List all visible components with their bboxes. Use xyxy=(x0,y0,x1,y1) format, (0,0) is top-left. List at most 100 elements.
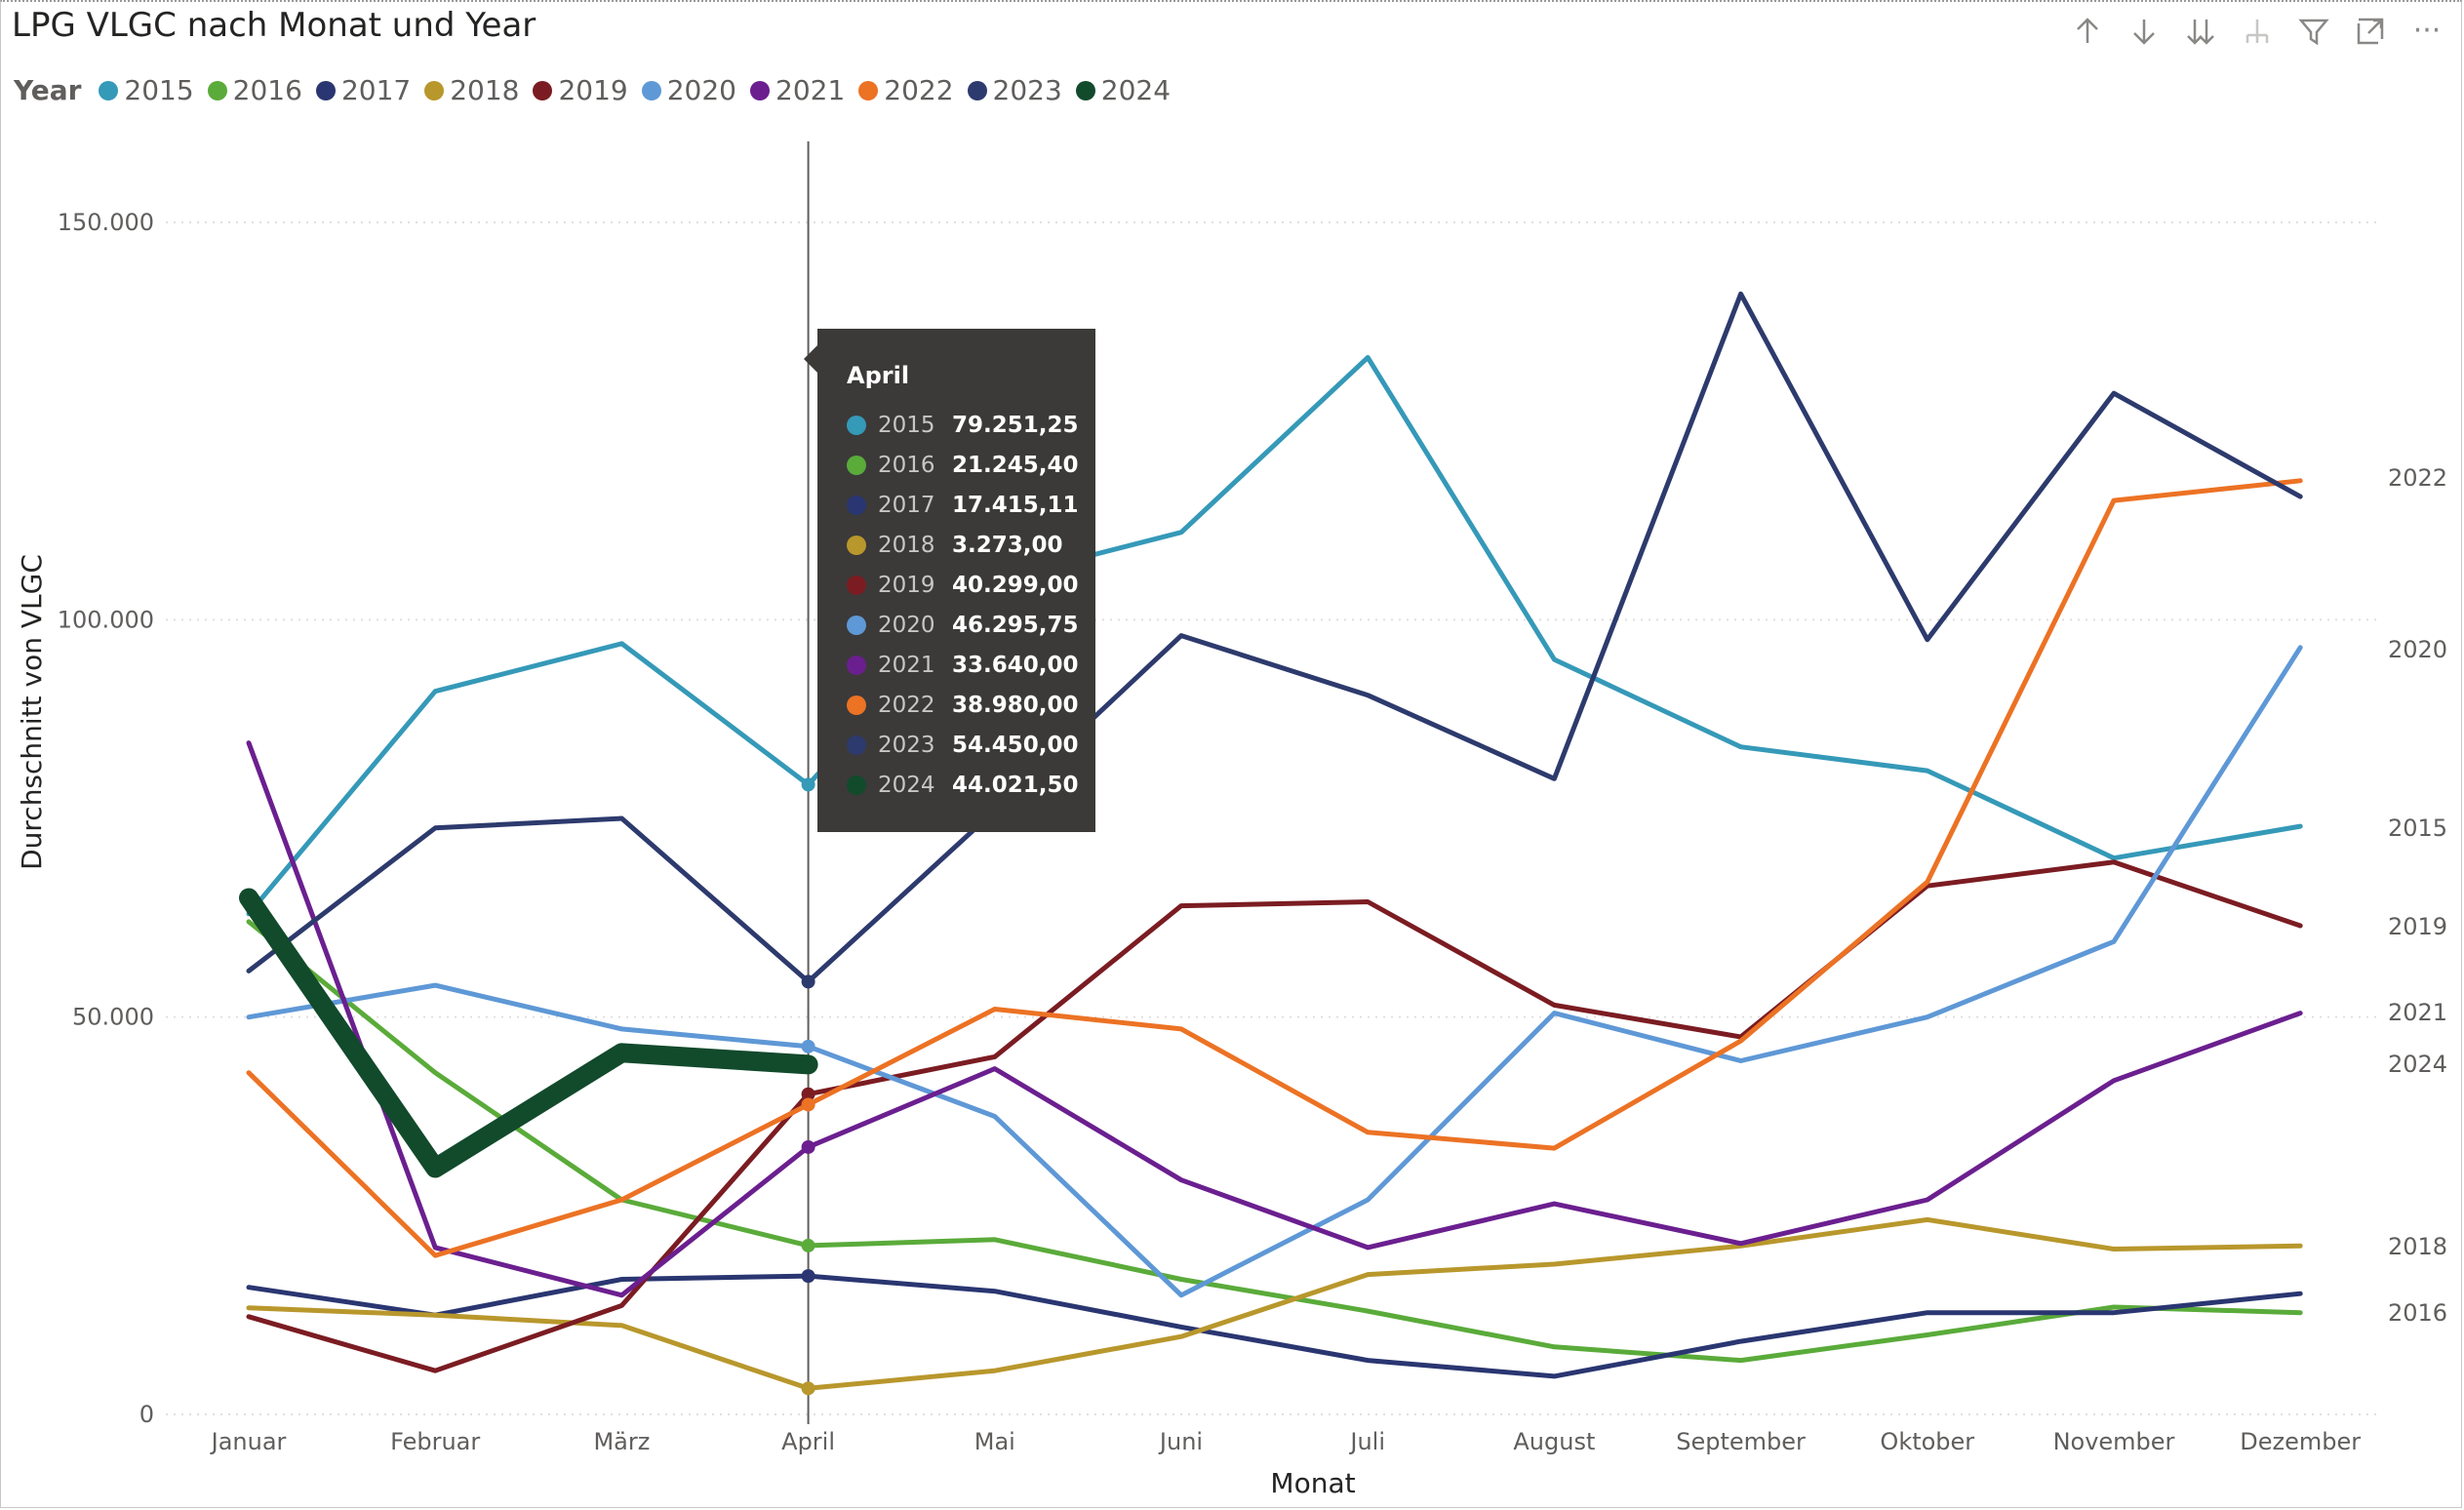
legend-item-2019[interactable]: 2019 xyxy=(533,74,628,106)
series-line-2024[interactable] xyxy=(239,888,818,1178)
x-axis-ticks: Januar Februar März April Mai Juni Juli August S… xyxy=(210,1428,2362,1455)
x-tick-label: Januar xyxy=(210,1428,287,1455)
legend-label: 2023 xyxy=(992,74,1062,106)
tooltip-marker xyxy=(847,615,866,635)
tooltip-marker xyxy=(847,455,866,475)
series-line-2015[interactable] xyxy=(246,355,2303,917)
legend-marker xyxy=(533,80,553,100)
legend-item-2015[interactable]: 2015 xyxy=(99,74,194,106)
series-line-2018[interactable] xyxy=(246,1216,2303,1391)
legend-item-2020[interactable]: 2020 xyxy=(641,74,736,106)
legend-label: 2015 xyxy=(124,74,194,106)
end-label: 2020 xyxy=(2388,636,2447,663)
series-line-2020[interactable] xyxy=(246,645,2303,1298)
series-line-2023[interactable] xyxy=(246,291,2303,984)
arrow-down-icon[interactable] xyxy=(2126,14,2162,49)
legend-item-2016[interactable]: 2016 xyxy=(207,74,302,106)
end-label: 2019 xyxy=(2388,913,2447,940)
x-tick-label: August xyxy=(1513,1428,1595,1455)
y-tick-label: 100.000 xyxy=(58,606,154,633)
chart-title: LPG VLGC nach Monat und Year xyxy=(12,6,537,45)
tooltip-year: 2018 xyxy=(878,532,935,558)
visual-toolbar: ··· xyxy=(2070,14,2444,49)
legend-marker xyxy=(750,80,770,100)
hover-point-2020 xyxy=(801,1039,815,1053)
tooltip-row: 2019 40.299,00 xyxy=(847,565,1095,605)
tooltip-year: 2015 xyxy=(878,412,935,438)
filter-icon[interactable] xyxy=(2296,14,2331,49)
legend-label: 2016 xyxy=(232,74,302,106)
tooltip: April 2015 79.251,25 2016 21.245,40 2017 17.4… xyxy=(817,329,1095,832)
legend-label: 2017 xyxy=(340,74,412,106)
y-axis-title: Durchschnitt von VLGC xyxy=(16,554,48,870)
hover-point-2023 xyxy=(801,974,815,989)
tooltip-marker xyxy=(847,535,866,555)
series-lines xyxy=(239,291,2303,1391)
x-tick-label: Februar xyxy=(390,1428,480,1455)
legend-item-2023[interactable]: 2023 xyxy=(967,74,1062,106)
end-label: 2022 xyxy=(2388,464,2447,492)
series-line-2022[interactable] xyxy=(246,478,2303,1258)
legend-item-2024[interactable]: 2024 xyxy=(1075,74,1172,106)
x-tick-label: Oktober xyxy=(1880,1428,1974,1455)
arrow-up-icon[interactable] xyxy=(2070,14,2105,49)
hover-point-2022 xyxy=(801,1097,815,1112)
legend-marker xyxy=(967,80,987,100)
hover-point-2016 xyxy=(801,1238,815,1252)
more-options-icon[interactable]: ··· xyxy=(2412,14,2442,48)
legend-marker xyxy=(315,80,336,100)
tooltip-row: 2020 46.295,75 xyxy=(847,605,1095,645)
tooltip-year: 2023 xyxy=(878,732,935,758)
y-tick-label: 150.000 xyxy=(58,209,154,236)
hover-point-2018 xyxy=(801,1381,815,1396)
tooltip-header: April xyxy=(847,362,910,389)
tooltip-value: 33.640,00 xyxy=(952,652,1079,678)
tooltip-row: 2018 3.273,00 xyxy=(847,525,1095,565)
tooltip-marker xyxy=(847,695,866,715)
tooltip-value: 38.980,00 xyxy=(952,692,1079,718)
legend-item-2018[interactable]: 2018 xyxy=(424,74,519,106)
legend-label: 2020 xyxy=(666,74,736,106)
tooltip-year: 2024 xyxy=(878,772,935,798)
tooltip-marker xyxy=(847,735,866,755)
x-tick-label: Dezember xyxy=(2240,1428,2361,1455)
series-line-2019[interactable] xyxy=(246,859,2303,1373)
legend-label: 2019 xyxy=(558,74,628,106)
x-tick-label: September xyxy=(1676,1428,1806,1455)
tooltip-row: 2024 44.021,50 xyxy=(847,765,1095,805)
tooltip-marker xyxy=(847,575,866,595)
legend-item-2021[interactable]: 2021 xyxy=(750,74,845,106)
legend-marker xyxy=(641,80,661,100)
tooltip-value: 46.295,75 xyxy=(952,612,1079,638)
legend-label: 2018 xyxy=(450,74,520,106)
tooltip-row: 2017 17.415,11 xyxy=(847,485,1095,525)
hover-point-2015 xyxy=(801,777,815,792)
focus-mode-icon[interactable] xyxy=(2353,14,2388,49)
legend-items: 2015 2016 2017 2018 2019 2020 2021 2022 2023 2024 xyxy=(99,74,1184,106)
end-labels: 2022 2020 2015 2019 2021 2024 2018 2016 xyxy=(2388,464,2447,1327)
tooltip-value: 3.273,00 xyxy=(952,532,1063,558)
tooltip-row: 2021 33.640,00 xyxy=(847,645,1095,685)
y-tick-label: 0 xyxy=(139,1401,154,1428)
legend-marker xyxy=(858,80,879,100)
end-label: 2015 xyxy=(2388,815,2447,842)
tooltip-year: 2022 xyxy=(878,692,935,718)
legend-label: 2024 xyxy=(1100,74,1172,106)
tooltip-arrow xyxy=(804,345,817,373)
expand-hierarchy-icon[interactable] xyxy=(2240,14,2275,49)
series-line-2021[interactable] xyxy=(246,740,2303,1298)
tooltip-value: 17.415,11 xyxy=(952,492,1079,518)
tooltip-row: 2023 54.450,00 xyxy=(847,725,1095,765)
tooltip-value: 44.021,50 xyxy=(952,772,1079,798)
legend-item-2022[interactable]: 2022 xyxy=(858,74,954,106)
double-arrow-down-icon[interactable] xyxy=(2183,14,2218,49)
legend-item-2017[interactable]: 2017 xyxy=(315,74,412,106)
tooltip-year: 2017 xyxy=(878,492,935,518)
legend-marker xyxy=(207,80,227,100)
x-tick-label: November xyxy=(2053,1428,2175,1455)
x-tick-label: März xyxy=(593,1428,650,1455)
tooltip-year: 2019 xyxy=(878,572,935,598)
series-line-2016[interactable] xyxy=(246,919,2303,1364)
